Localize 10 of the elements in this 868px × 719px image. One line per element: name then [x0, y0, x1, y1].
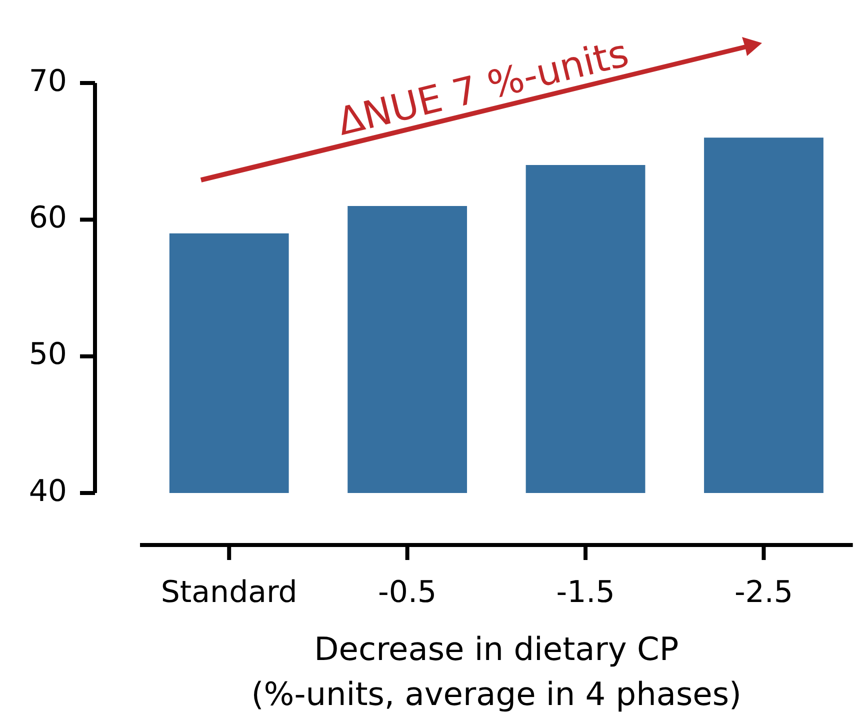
x-axis-title: Decrease in dietary CP (%-units, average in 4 phases) [251, 630, 742, 713]
annotation: ΔNUE 7 %-units [333, 30, 633, 144]
x-tick-label: Standard [160, 574, 298, 610]
x-tick-label: -2.5 [734, 574, 794, 610]
y-tick-label: 50 [28, 337, 67, 372]
x-tick-label: -0.5 [378, 574, 437, 610]
y-tick-label: 70 [28, 64, 67, 99]
y-tick-label: 60 [28, 200, 67, 236]
x-tick-label: -1.5 [556, 574, 615, 610]
y-tick-label: 40 [28, 474, 67, 509]
